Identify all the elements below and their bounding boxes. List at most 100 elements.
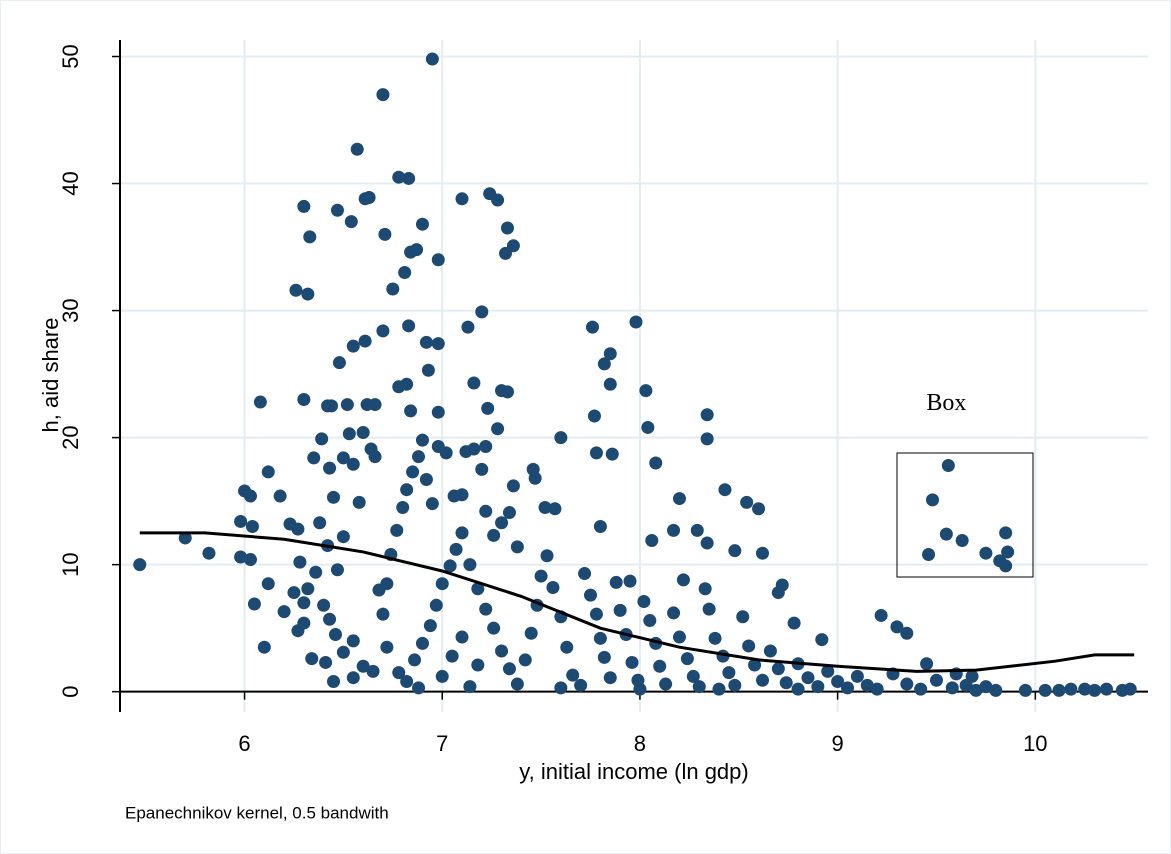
point bbox=[742, 639, 756, 653]
point bbox=[273, 489, 287, 503]
point bbox=[406, 465, 420, 479]
point bbox=[748, 658, 762, 672]
point bbox=[736, 610, 750, 624]
point bbox=[303, 230, 317, 244]
point bbox=[358, 334, 372, 348]
point bbox=[589, 607, 603, 621]
point bbox=[390, 523, 404, 537]
point bbox=[941, 459, 955, 473]
point bbox=[297, 393, 311, 407]
point bbox=[969, 683, 983, 697]
point bbox=[1078, 682, 1092, 696]
point bbox=[400, 483, 414, 497]
point bbox=[471, 582, 485, 596]
point bbox=[327, 675, 341, 689]
box-outline bbox=[896, 452, 1034, 578]
point bbox=[922, 547, 936, 561]
point bbox=[979, 546, 993, 560]
point bbox=[874, 608, 888, 622]
point bbox=[376, 88, 390, 102]
point bbox=[336, 645, 350, 659]
point bbox=[593, 520, 607, 534]
point bbox=[756, 546, 769, 560]
x-tick-label: 6 bbox=[238, 731, 250, 756]
point bbox=[202, 546, 216, 560]
point bbox=[455, 192, 469, 206]
point bbox=[415, 217, 429, 231]
point bbox=[676, 573, 690, 587]
point bbox=[400, 377, 414, 391]
point bbox=[900, 677, 914, 691]
point bbox=[425, 497, 439, 511]
point bbox=[718, 483, 732, 497]
point bbox=[546, 581, 560, 595]
point bbox=[1064, 682, 1078, 696]
point bbox=[372, 583, 386, 597]
point bbox=[487, 621, 501, 635]
point bbox=[763, 644, 777, 658]
point bbox=[659, 677, 673, 691]
x-tick-label: 9 bbox=[831, 731, 843, 756]
point bbox=[929, 673, 943, 687]
point bbox=[667, 606, 681, 620]
point bbox=[540, 549, 554, 563]
point bbox=[491, 422, 505, 436]
point bbox=[257, 640, 271, 654]
point bbox=[629, 315, 643, 329]
point bbox=[1088, 683, 1102, 697]
point bbox=[1001, 545, 1015, 559]
point bbox=[301, 582, 315, 596]
point bbox=[328, 628, 342, 642]
point bbox=[402, 319, 416, 333]
point bbox=[412, 450, 426, 464]
point bbox=[1052, 683, 1066, 697]
point bbox=[234, 514, 248, 528]
point bbox=[421, 363, 435, 377]
point bbox=[639, 384, 653, 398]
y-tick-label: 20 bbox=[58, 425, 83, 449]
point bbox=[425, 52, 439, 66]
y-tick-label: 30 bbox=[58, 298, 83, 322]
point bbox=[574, 678, 588, 692]
point bbox=[510, 677, 524, 691]
kernel-line bbox=[139, 531, 1135, 673]
point bbox=[396, 500, 410, 514]
point bbox=[398, 265, 412, 279]
point bbox=[534, 569, 548, 583]
point bbox=[524, 626, 538, 640]
point bbox=[1099, 682, 1113, 696]
point bbox=[317, 598, 331, 612]
point bbox=[415, 433, 429, 447]
x-tick-label: 8 bbox=[634, 731, 646, 756]
point bbox=[920, 657, 934, 671]
point bbox=[461, 320, 475, 334]
point bbox=[376, 324, 390, 338]
point bbox=[708, 631, 722, 645]
point bbox=[301, 287, 315, 301]
point bbox=[487, 528, 501, 542]
point bbox=[449, 542, 463, 556]
point bbox=[499, 246, 512, 260]
point bbox=[680, 652, 694, 666]
point bbox=[253, 395, 267, 409]
point bbox=[346, 339, 360, 353]
point bbox=[712, 682, 726, 696]
point bbox=[728, 678, 742, 692]
annotation: Box bbox=[926, 390, 966, 416]
point bbox=[346, 634, 360, 648]
point bbox=[771, 662, 785, 676]
point bbox=[502, 662, 516, 676]
point bbox=[445, 649, 459, 663]
point bbox=[315, 432, 329, 446]
point bbox=[419, 335, 433, 349]
point bbox=[455, 526, 469, 540]
point bbox=[455, 630, 469, 644]
point bbox=[939, 527, 953, 541]
point bbox=[435, 669, 449, 683]
point bbox=[756, 673, 769, 687]
point bbox=[245, 520, 259, 534]
point bbox=[589, 446, 603, 460]
point bbox=[475, 305, 489, 319]
point bbox=[945, 681, 959, 695]
point bbox=[1123, 682, 1137, 696]
